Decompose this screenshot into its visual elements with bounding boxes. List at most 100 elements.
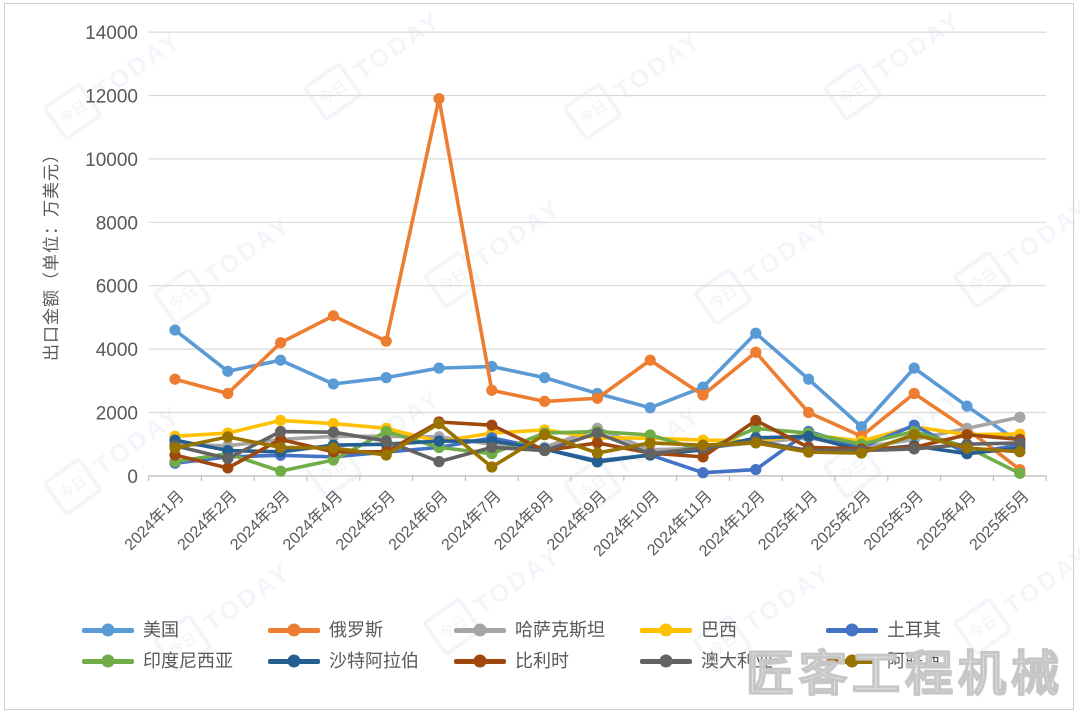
series-line-russia xyxy=(169,93,1026,476)
data-point-uae xyxy=(222,431,234,443)
y-tick-label: 12000 xyxy=(85,87,138,108)
data-point-russia xyxy=(433,93,445,105)
data-point-australia xyxy=(1014,437,1026,449)
data-point-usa xyxy=(803,373,815,385)
data-point-turkey xyxy=(750,463,762,476)
data-point-usa xyxy=(275,354,287,366)
data-point-usa xyxy=(855,421,868,433)
legend-label: 澳大利亚 xyxy=(701,651,773,671)
data-point-russia xyxy=(908,387,920,400)
legend-label: 哈萨克斯坦 xyxy=(515,620,605,640)
legend-label: 阿联酋 xyxy=(887,651,941,671)
legend-item-kazakhstan[interactable]: 哈萨克斯坦 xyxy=(454,621,640,639)
y-tick-label: 2000 xyxy=(96,404,138,425)
data-point-usa xyxy=(908,362,920,374)
legend-label: 比利时 xyxy=(515,651,569,671)
data-point-belgium xyxy=(697,451,709,463)
data-point-russia xyxy=(169,373,181,385)
legend-item-australia[interactable]: 澳大利亚 xyxy=(640,652,826,670)
data-point-uae xyxy=(539,429,551,441)
data-point-uae xyxy=(1014,446,1026,458)
data-point-belgium xyxy=(591,437,604,449)
data-point-kazakhstan xyxy=(1014,411,1026,423)
y-axis-title: 出口金额（单位：万美元） xyxy=(42,145,61,361)
chart-legend: 美国 俄罗斯 哈萨克斯坦 巴西 土耳其印度尼西亚 沙特阿拉伯 比利时 澳大利亚 阿联酋 xyxy=(82,621,1012,670)
legend-marker-usa xyxy=(82,623,134,637)
legend-item-uae[interactable]: 阿联酋 xyxy=(826,652,1012,670)
legend-item-belgium[interactable]: 比利时 xyxy=(454,652,640,670)
data-point-russia xyxy=(750,346,762,358)
data-point-russia xyxy=(803,406,815,419)
data-point-australia xyxy=(539,444,551,457)
legend-label: 印度尼西亚 xyxy=(143,651,233,671)
data-point-russia xyxy=(327,310,339,322)
data-point-usa xyxy=(433,362,445,374)
data-point-saudi-arabia xyxy=(803,430,815,442)
data-point-belgium xyxy=(750,414,762,427)
data-point-indonesia xyxy=(380,425,392,438)
data-point-uae xyxy=(908,429,920,441)
legend-item-indonesia[interactable]: 印度尼西亚 xyxy=(82,652,268,670)
data-point-uae xyxy=(169,442,181,454)
series-line-uae xyxy=(169,417,1026,473)
data-point-australia xyxy=(908,443,920,455)
data-point-usa xyxy=(222,365,234,377)
data-point-indonesia xyxy=(1014,467,1026,479)
legend-marker-dot xyxy=(845,654,859,668)
series-line-australia xyxy=(169,425,1026,468)
legend-item-russia[interactable]: 俄罗斯 xyxy=(268,621,454,639)
legend-item-turkey[interactable]: 土耳其 xyxy=(826,621,1012,639)
data-point-saudi-arabia xyxy=(433,435,445,447)
data-point-uae xyxy=(750,437,762,449)
legend-item-usa[interactable]: 美国 xyxy=(82,621,268,639)
legend-label: 俄罗斯 xyxy=(329,620,383,640)
data-point-uae xyxy=(803,446,815,458)
legend-marker-uae xyxy=(826,654,878,668)
data-point-indonesia xyxy=(327,454,339,466)
legend-marker-dot xyxy=(287,623,301,637)
legend-marker-brazil xyxy=(640,623,692,637)
y-tick-label: 10000 xyxy=(85,150,138,171)
data-point-australia xyxy=(486,441,498,453)
data-point-indonesia xyxy=(275,465,287,477)
legend-item-brazil[interactable]: 巴西 xyxy=(640,621,826,639)
data-point-russia xyxy=(222,387,234,400)
legend-item-saudi-arabia[interactable]: 沙特阿拉伯 xyxy=(268,652,454,670)
data-point-uae xyxy=(591,447,604,459)
legend-marker-dot xyxy=(659,623,673,637)
data-point-uae xyxy=(327,442,339,454)
legend-marker-indonesia xyxy=(82,654,134,668)
legend-marker-belgium xyxy=(454,654,506,668)
data-point-australia xyxy=(222,452,234,465)
data-point-russia xyxy=(275,337,287,349)
data-point-brazil xyxy=(275,414,287,427)
legend-marker-dot xyxy=(473,654,487,668)
legend-marker-australia xyxy=(640,654,692,668)
legend-marker-kazakhstan xyxy=(454,623,506,637)
y-tick-label: 6000 xyxy=(96,277,138,298)
data-point-turkey xyxy=(697,467,709,479)
data-point-russia xyxy=(697,389,709,401)
data-point-usa xyxy=(750,327,762,339)
data-point-usa xyxy=(327,378,339,390)
y-tick-label: 0 xyxy=(127,467,138,488)
legend-marker-dot xyxy=(659,654,673,668)
data-point-russia xyxy=(591,392,604,404)
legend-marker-russia xyxy=(268,623,320,637)
legend-marker-saudi-arabia xyxy=(268,654,320,668)
legend-label: 沙特阿拉伯 xyxy=(329,651,419,671)
y-tick-label: 4000 xyxy=(96,340,138,361)
data-point-uae xyxy=(855,447,868,459)
x-axis xyxy=(148,475,1047,481)
data-point-australia xyxy=(433,456,445,468)
data-point-uae xyxy=(275,441,287,453)
y-axis-tick-labels: 0 2000 4000 6000 8000 10000 12000 14000 xyxy=(85,23,138,488)
data-point-usa xyxy=(380,372,392,384)
data-point-indonesia xyxy=(644,429,656,441)
data-point-uae xyxy=(433,417,445,430)
data-point-usa xyxy=(169,324,181,336)
legend-label: 美国 xyxy=(143,620,179,640)
legend-marker-turkey xyxy=(826,623,878,637)
legend-marker-dot xyxy=(845,623,859,637)
data-point-belgium xyxy=(222,462,234,474)
